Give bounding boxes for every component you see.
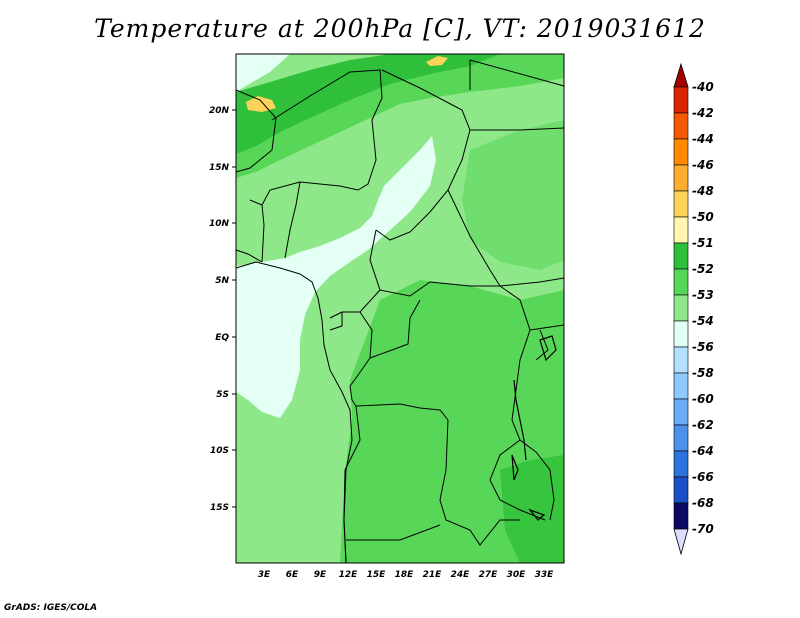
lon-label-27e: 27E xyxy=(479,570,499,580)
colorbar-label: -52 xyxy=(692,262,714,276)
colorbar-swatch-9 xyxy=(673,294,689,322)
lon-label-3e: 3E xyxy=(258,570,271,580)
colorbar-label: -42 xyxy=(692,106,714,120)
colorbar-label: -50 xyxy=(692,210,714,224)
lat-label-5n: 5N xyxy=(215,276,229,286)
colorbar-swatch-8 xyxy=(673,268,689,296)
colorbar-label: -66 xyxy=(692,470,714,484)
lon-label-30e: 30E xyxy=(507,570,527,580)
lat-label-15s: 15S xyxy=(210,503,229,513)
colorbar-swatch-7 xyxy=(673,242,689,270)
lat-label-5s: 5S xyxy=(216,390,229,400)
colorbar-label: -62 xyxy=(692,418,714,432)
colorbar-swatch-14 xyxy=(673,424,689,452)
colorbar-label: -68 xyxy=(692,496,714,510)
colorbar-swatch-12 xyxy=(673,372,689,400)
lat-label-10n: 10N xyxy=(209,219,230,229)
lon-label-9e: 9E xyxy=(314,570,327,580)
lon-label-6e: 6E xyxy=(286,570,299,580)
colorbar-top-arrow xyxy=(673,62,689,88)
colorbar-swatch-15 xyxy=(673,450,689,478)
lon-label-21e: 21E xyxy=(423,570,443,580)
colorbar-swatch-11 xyxy=(673,346,689,374)
country-borders xyxy=(235,59,565,564)
colorbar-label: -64 xyxy=(692,444,714,458)
map-title: Temperature at 200hPa [C], VT: 201903161… xyxy=(94,14,706,43)
colorbar-swatch-13 xyxy=(673,398,689,426)
colorbar-bottom-arrow xyxy=(673,528,689,556)
colorbar-label: -46 xyxy=(692,158,714,172)
colorbar-swatch-17 xyxy=(673,502,689,530)
longitude-axis: 3E 6E 9E 12E 15E 18E 21E 24E 27E 30E 33E xyxy=(258,570,554,580)
colorbar-label: -40 xyxy=(692,80,714,94)
lon-label-18e: 18E xyxy=(395,570,415,580)
colorbar-label: -56 xyxy=(692,340,714,354)
colorbar-label: -48 xyxy=(692,184,714,198)
colorbar-label: -70 xyxy=(692,522,714,536)
coastline xyxy=(235,261,353,564)
colorbar-swatch-16 xyxy=(673,476,689,504)
region-52-north xyxy=(236,54,500,154)
colorbar-label: -54 xyxy=(692,314,714,328)
lon-label-33e: 33E xyxy=(535,570,555,580)
lon-label-15e: 15E xyxy=(367,570,387,580)
colorbar-swatch-6 xyxy=(673,216,689,244)
great-lakes xyxy=(511,335,557,521)
colorbar-labels: -40 -42 -44 -46 -48 -50 -51 -52 -53 -54 … xyxy=(692,80,714,536)
colorbar-label: -51 xyxy=(692,236,714,250)
latitude-axis: 20N 15N 10N 5N EQ 5S 10S 15S xyxy=(209,106,236,513)
lat-label-eq: EQ xyxy=(215,333,229,343)
colorbar-swatch-10 xyxy=(673,320,689,348)
colorbar-label: -44 xyxy=(692,132,714,146)
region-52-south-east xyxy=(500,455,564,563)
map-panel xyxy=(235,53,565,564)
colorbar-swatch-2 xyxy=(673,112,689,140)
lat-label-10s: 10S xyxy=(210,446,229,456)
colorbar-label: -53 xyxy=(692,288,714,302)
colorbar-swatch-3 xyxy=(673,138,689,166)
region-warm-west xyxy=(246,96,276,112)
region-53-east xyxy=(462,120,564,270)
map-frame xyxy=(235,53,565,564)
region-cold-west xyxy=(236,136,436,418)
colorbar-label: -60 xyxy=(692,392,714,406)
region-cold-north xyxy=(236,54,290,92)
lon-label-24e: 24E xyxy=(451,570,471,580)
colorbar-label: -58 xyxy=(692,366,714,380)
colorbar-swatch-1 xyxy=(673,86,689,114)
colorbar-swatch-5 xyxy=(673,190,689,218)
lat-label-15n: 15N xyxy=(209,163,230,173)
grads-credit: GrADS: IGES/COLA xyxy=(4,603,98,613)
lon-label-12e: 12E xyxy=(339,570,359,580)
colorbar-swatch-4 xyxy=(673,164,689,192)
lat-label-20n: 20N xyxy=(209,106,230,116)
colorbar xyxy=(673,62,689,556)
region-warm-north xyxy=(426,56,448,66)
